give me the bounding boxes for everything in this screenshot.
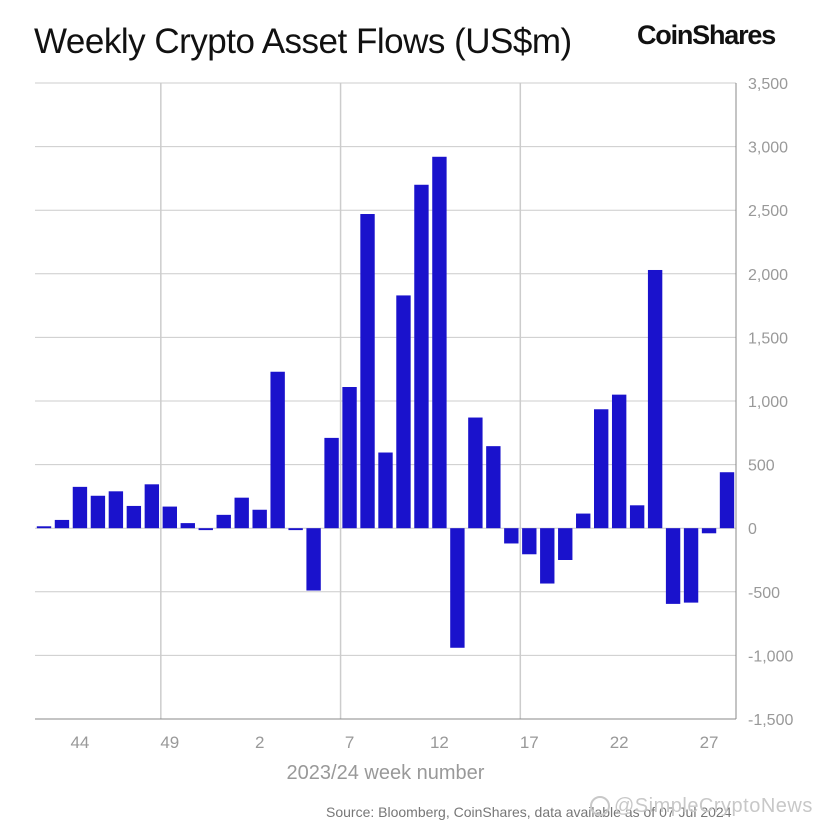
bars — [36, 156, 735, 648]
bar — [36, 526, 52, 529]
y-tick-label: -1,000 — [748, 648, 793, 665]
x-tick-label: 12 — [430, 733, 449, 752]
y-tick-label: 1,000 — [748, 394, 788, 411]
coinshares-logo: CoinShares — [637, 20, 776, 50]
x-tick-label: 44 — [70, 733, 89, 752]
bar — [432, 156, 447, 529]
bar — [270, 371, 285, 529]
y-tick-label: 3,500 — [748, 76, 788, 93]
y-tick-label: 2,500 — [748, 203, 788, 220]
source-note: Source: Bloomberg, CoinShares, data avai… — [326, 804, 732, 820]
bar — [360, 214, 375, 529]
x-axis-label: 2023/24 week number — [287, 762, 485, 784]
bar — [468, 417, 483, 529]
y-tick-label: 2,000 — [748, 267, 788, 284]
bar — [719, 472, 735, 529]
watermark: @SimpleCryptoNews — [590, 795, 813, 818]
bar — [72, 486, 88, 529]
bar — [414, 184, 429, 529]
bar — [683, 528, 699, 603]
x-tick-label: 22 — [610, 733, 629, 752]
bar — [324, 437, 339, 529]
bar — [576, 513, 591, 529]
bar — [594, 409, 609, 529]
y-tick-label: 3,000 — [748, 140, 788, 157]
bar — [144, 484, 160, 529]
bar — [90, 495, 106, 529]
bar — [629, 505, 645, 529]
bar — [306, 528, 321, 591]
bar — [198, 528, 213, 531]
tick-labels: 3,500 3,000 2,500 2,000 1,500 1,000 500 0 -500 -1… — [70, 76, 793, 752]
y-tick-label: 0 — [748, 521, 757, 538]
bar — [701, 528, 717, 534]
bar — [378, 452, 393, 529]
bar — [126, 505, 142, 529]
bar — [216, 514, 231, 529]
bar — [108, 491, 124, 529]
y-tick-label: -500 — [748, 585, 780, 602]
bar — [450, 528, 465, 648]
bar — [252, 509, 267, 529]
y-tick-label: 1,500 — [748, 330, 788, 347]
x-tick-label: 17 — [520, 733, 539, 752]
y-tick-label: -1,500 — [748, 712, 793, 729]
bar — [611, 394, 627, 529]
watermark-text: @SimpleCryptoNews — [614, 795, 813, 817]
bar — [665, 528, 681, 604]
chart-title: Weekly Crypto Asset Flows (US$m) — [34, 22, 572, 61]
bar — [396, 295, 411, 529]
x-tick-label: 7 — [345, 733, 354, 752]
bar — [486, 446, 501, 529]
bar — [504, 528, 519, 544]
bar — [342, 387, 357, 529]
bar — [180, 523, 195, 529]
bar — [522, 528, 537, 555]
x-tick-label: 2 — [255, 733, 264, 752]
bar — [288, 528, 303, 531]
watermark-icon — [590, 796, 610, 816]
bar — [54, 519, 70, 529]
x-tick-label: 49 — [160, 733, 179, 752]
y-tick-label: 500 — [748, 458, 775, 475]
bar — [162, 506, 177, 529]
bar — [558, 528, 573, 560]
bar — [540, 528, 555, 584]
axes — [35, 83, 737, 720]
bar — [647, 269, 663, 529]
x-tick-label: 27 — [700, 733, 719, 752]
bar — [234, 497, 249, 529]
gridlines — [35, 82, 736, 720]
